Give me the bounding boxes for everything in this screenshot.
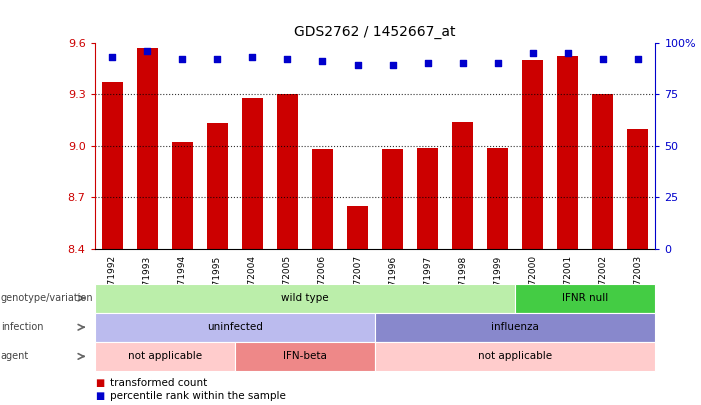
Text: agent: agent: [1, 352, 29, 361]
Bar: [417, 147, 438, 249]
Bar: [557, 56, 578, 249]
Text: ■: ■: [95, 391, 104, 401]
Bar: [312, 149, 333, 249]
Point: [107, 54, 118, 60]
Point: [142, 47, 153, 54]
Text: influenza: influenza: [491, 322, 539, 332]
Bar: [487, 147, 508, 249]
Text: infection: infection: [1, 322, 43, 332]
Point: [457, 60, 468, 66]
Bar: [382, 149, 403, 249]
Point: [632, 56, 644, 62]
Point: [527, 50, 538, 56]
Bar: [452, 122, 473, 249]
Point: [247, 54, 258, 60]
Point: [352, 62, 363, 68]
Text: not applicable: not applicable: [478, 352, 552, 361]
Text: IFN-beta: IFN-beta: [283, 352, 327, 361]
Bar: [592, 94, 613, 249]
Bar: [172, 143, 193, 249]
Point: [177, 56, 188, 62]
Text: not applicable: not applicable: [128, 352, 202, 361]
Text: wild type: wild type: [281, 293, 329, 303]
Bar: [522, 60, 543, 249]
Text: ■: ■: [95, 378, 104, 388]
Text: uninfected: uninfected: [207, 322, 263, 332]
Point: [492, 60, 503, 66]
Bar: [347, 206, 368, 249]
Point: [387, 62, 398, 68]
Text: genotype/variation: genotype/variation: [1, 293, 93, 303]
Bar: [137, 48, 158, 249]
Text: transformed count: transformed count: [110, 378, 207, 388]
Title: GDS2762 / 1452667_at: GDS2762 / 1452667_at: [294, 25, 456, 39]
Text: percentile rank within the sample: percentile rank within the sample: [110, 391, 286, 401]
Point: [597, 56, 608, 62]
Point: [422, 60, 433, 66]
Point: [317, 58, 328, 64]
Text: IFNR null: IFNR null: [562, 293, 608, 303]
Bar: [242, 98, 263, 249]
Bar: [207, 124, 228, 249]
Point: [282, 56, 293, 62]
Bar: [627, 129, 648, 249]
Point: [212, 56, 223, 62]
Bar: [277, 94, 298, 249]
Point: [562, 50, 573, 56]
Bar: [102, 82, 123, 249]
